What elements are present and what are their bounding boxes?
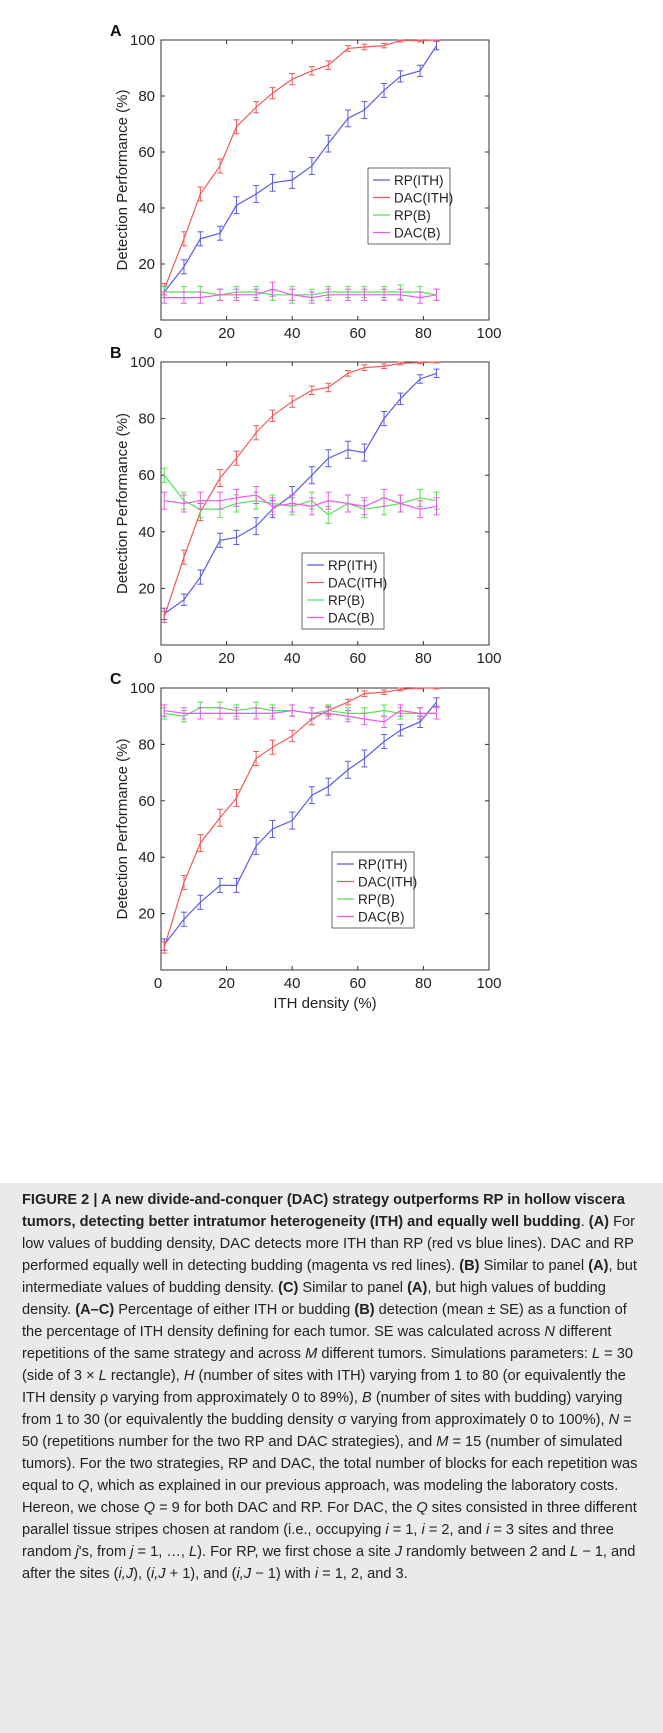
- y-tick-label: 40: [138, 200, 155, 217]
- legend: RP(ITH) DAC(ITH) RP(B) DAC(B): [301, 552, 387, 630]
- x-tick-label: 60: [349, 325, 366, 342]
- legend-label: RP(B): [328, 593, 365, 608]
- legend-label: DAC(ITH): [394, 191, 453, 206]
- series-line-RP(B): [163, 474, 437, 516]
- y-tick-label: 100: [130, 680, 155, 697]
- x-tick-label: 40: [284, 325, 301, 342]
- series-line-DAC(B): [164, 288, 437, 299]
- x-tick-label: 20: [218, 650, 235, 667]
- series-line-DAC(B): [164, 709, 437, 723]
- x-tick-label: 100: [476, 650, 501, 667]
- series-line-DAC(ITH): [163, 687, 437, 948]
- legend-box: [331, 851, 415, 929]
- y-tick-label: 60: [138, 144, 155, 161]
- caption-figure-label: FIGURE 2 |: [22, 1192, 101, 1208]
- caption-title: A new divide-and-conquer (DAC) strategy …: [22, 1192, 625, 1230]
- x-tick-label: 80: [415, 975, 432, 992]
- panel-label: C: [110, 671, 122, 688]
- x-tick-label: 60: [349, 975, 366, 992]
- legend-label: DAC(ITH): [358, 875, 417, 890]
- series-line-RP(ITH): [163, 701, 437, 945]
- x-tick-label: 0: [154, 650, 162, 667]
- y-tick-label: 100: [130, 354, 155, 371]
- caption-c-label: (C): [278, 1280, 299, 1296]
- legend-label: DAC(B): [358, 910, 405, 925]
- legend-label: RP(B): [358, 892, 395, 907]
- y-axis-label: Detection Performance (%): [114, 90, 131, 271]
- y-tick-label: 80: [138, 736, 155, 753]
- y-tick-label: 60: [138, 793, 155, 810]
- panel-label: B: [110, 345, 122, 362]
- y-axis-label: Detection Performance (%): [114, 413, 131, 594]
- legend-label: DAC(B): [328, 611, 375, 626]
- y-tick-label: 20: [138, 906, 155, 923]
- series-line-DAC(B): [164, 494, 437, 510]
- legend-label: RP(ITH): [328, 558, 378, 573]
- legend-label: RP(ITH): [394, 173, 444, 188]
- y-tick-label: 20: [138, 580, 155, 597]
- x-axis-label: ITH density (%): [273, 995, 376, 1012]
- x-tick-label: 80: [415, 650, 432, 667]
- panel-a: 0 20 40 60 80 100 20 40 60 80 100 Detection Perform…: [110, 23, 502, 342]
- legend-label: DAC(B): [394, 226, 441, 241]
- caption-ac-label: (A–C): [75, 1302, 115, 1318]
- y-axis-label: Detection Performance (%): [114, 739, 131, 920]
- x-tick-label: 80: [415, 325, 432, 342]
- x-tick-label: 60: [349, 650, 366, 667]
- x-tick-label: 100: [476, 975, 501, 992]
- legend-box: [301, 552, 385, 630]
- y-tick-label: 20: [138, 256, 155, 273]
- legend: RP(ITH) DAC(ITH) RP(B) DAC(B): [367, 167, 453, 245]
- panel-b: 0 20 40 60 80 100 20 40 60 80 100 Detection Perform…: [110, 345, 502, 667]
- x-tick-label: 20: [218, 975, 235, 992]
- y-tick-label: 80: [138, 88, 155, 105]
- x-tick-label: 0: [154, 325, 162, 342]
- caption-b-label: (B): [459, 1258, 480, 1274]
- panel-label: A: [110, 23, 122, 40]
- caption-a-label: (A): [588, 1214, 610, 1230]
- x-tick-label: 0: [154, 975, 162, 992]
- x-tick-label: 40: [284, 975, 301, 992]
- y-tick-label: 40: [138, 524, 155, 541]
- y-tick-label: 60: [138, 467, 155, 484]
- figure-panels: 0 20 40 60 80 100 20 40 60 80 100 Detection Perform…: [110, 23, 502, 1012]
- series-line-RP(ITH): [163, 45, 438, 293]
- panel-c: 0 20 40 60 80 100 20 40 60 80 100 Detection Perform…: [110, 671, 502, 1012]
- figure-caption: FIGURE 2 | A new divide-and-conquer (DAC…: [0, 1183, 663, 1733]
- series-line-DAC(ITH): [163, 361, 437, 617]
- plot-area: [160, 687, 490, 971]
- series-line-DAC(ITH): [163, 39, 437, 290]
- x-tick-label: 100: [476, 325, 501, 342]
- series-line-RP(ITH): [163, 372, 437, 615]
- legend-label: DAC(ITH): [328, 576, 387, 591]
- y-tick-label: 80: [138, 411, 155, 428]
- legend-label: RP(ITH): [358, 857, 408, 872]
- legend-label: RP(B): [394, 208, 431, 223]
- legend: RP(ITH) DAC(ITH) RP(B) DAC(B): [331, 851, 417, 929]
- y-tick-label: 100: [130, 32, 155, 49]
- legend-box: [367, 167, 451, 245]
- series-line-RP(B): [164, 291, 437, 296]
- x-tick-label: 20: [218, 325, 235, 342]
- y-tick-label: 40: [138, 849, 155, 866]
- caption-a-text: For low values of budding density, DAC d…: [22, 1214, 635, 1274]
- x-tick-label: 40: [284, 650, 301, 667]
